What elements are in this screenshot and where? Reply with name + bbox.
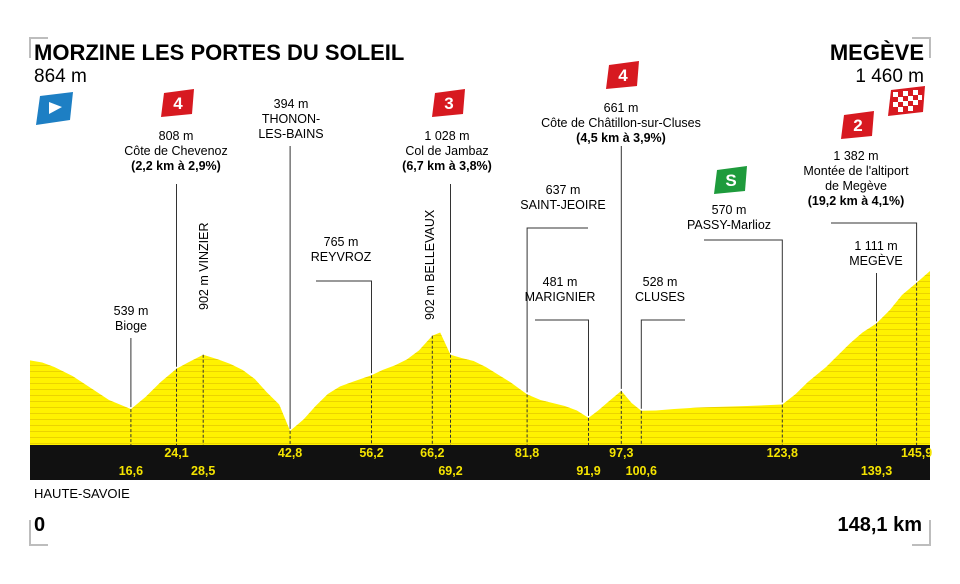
svg-text:S: S: [725, 171, 736, 190]
climb-detail: (2,2 km à 2,9%): [131, 159, 221, 173]
point-name: PASSY-Marlioz: [687, 218, 771, 232]
point-name: SAINT-JEOIRE: [520, 198, 605, 212]
km-marker-label: 28,5: [191, 464, 215, 478]
point-name: Bioge: [115, 319, 147, 333]
km-marker-label: 81,8: [515, 446, 539, 460]
km-marker-label: 24,1: [164, 446, 188, 460]
point-altitude: 528 m: [643, 275, 678, 289]
point-name: REYVROZ: [311, 250, 372, 264]
finish-flag-icon: [888, 86, 925, 116]
leader-line: [704, 239, 783, 403]
km-band: [30, 445, 930, 480]
km-marker-label: 16,6: [119, 464, 143, 478]
point-name-line2: LES-BAINS: [258, 127, 323, 141]
start-name: MORZINE LES PORTES DU SOLEIL: [34, 40, 404, 65]
point-altitude: 539 m: [114, 304, 149, 318]
leader-lines: [130, 146, 918, 445]
svg-text:4: 4: [618, 66, 628, 85]
finish-altitude: 1 460 m: [855, 66, 924, 87]
km-marker-label: 42,8: [278, 446, 302, 460]
km-marker-label: 97,3: [609, 446, 633, 460]
vertical-location-label: 902 m BELLEVAUX: [423, 209, 437, 320]
leader-line: [640, 319, 685, 409]
finish-name: MEGÈVE: [830, 40, 924, 65]
point-altitude: 481 m: [543, 275, 578, 289]
region-label: HAUTE-SAVOIE: [34, 486, 130, 501]
distance-start: 0: [34, 514, 45, 536]
km-marker-label: 100,6: [626, 464, 657, 478]
vertical-location-label: 902 m VINZIER: [197, 222, 211, 310]
point-altitude: 1 111 m: [854, 239, 897, 253]
distance-total: 148,1 km: [837, 514, 922, 536]
point-altitude: 394 m: [274, 97, 309, 111]
km-markers: 16,6 24,128,5 42,8 56,2 66,2 69,2 81,8 91,9 97,3…: [119, 446, 933, 478]
km-marker-label: 123,8: [767, 446, 798, 460]
point-name-line2: de Megève: [825, 179, 887, 193]
point-altitude: 637 m: [546, 183, 581, 197]
point-altitude: 570 m: [712, 203, 747, 217]
leader-line: [535, 319, 589, 416]
km-marker-label: 139,3: [861, 464, 892, 478]
km-marker-label: 69,2: [438, 464, 462, 478]
point-altitude: 808 m: [159, 129, 194, 143]
elevation-profile: [30, 271, 930, 445]
leader-line: [526, 227, 588, 393]
point-altitude: 1 028 m: [424, 129, 469, 143]
svg-text:4: 4: [173, 94, 183, 113]
km-marker-label: 56,2: [359, 446, 383, 460]
climb-detail: (19,2 km à 4,1%): [808, 194, 905, 208]
point-name: CLUSES: [635, 290, 685, 304]
climb-category-badge-icon: 4: [606, 61, 639, 89]
km-marker-label: 91,9: [576, 464, 600, 478]
point-name: MEGÈVE: [849, 253, 903, 268]
point-name: THONON-: [262, 112, 320, 126]
climb-category-badge-icon: 2: [841, 111, 874, 139]
start-flag-icon: [36, 92, 73, 125]
profile-hatching: [30, 271, 930, 445]
frame: [29, 37, 931, 546]
climb-detail: (4,5 km à 3,9%): [576, 131, 666, 145]
point-name: Col de Jambaz: [405, 144, 488, 158]
sprint-badge-icon: S: [714, 166, 747, 194]
km-marker-label: 145,9: [901, 446, 932, 460]
point-altitude: 765 m: [324, 235, 359, 249]
km-marker-label: 66,2: [420, 446, 444, 460]
point-altitude: 1 382 m: [833, 149, 878, 163]
climb-category-badge-icon: 4: [161, 89, 194, 117]
point-name: Côte de Châtillon-sur-Cluses: [541, 116, 701, 130]
start-altitude: 864 m: [34, 66, 87, 87]
climb-category-badge-icon: 3: [432, 89, 465, 117]
point-name: Côte de Chevenoz: [124, 144, 228, 158]
svg-text:3: 3: [444, 94, 453, 113]
point-name: MARIGNIER: [525, 290, 596, 304]
svg-text:2: 2: [853, 116, 862, 135]
climb-detail: (6,7 km à 3,8%): [402, 159, 492, 173]
leader-line: [831, 222, 918, 281]
point-name: Montée de l'altiport: [803, 164, 909, 178]
leader-line: [316, 280, 372, 374]
point-altitude: 661 m: [604, 101, 639, 115]
